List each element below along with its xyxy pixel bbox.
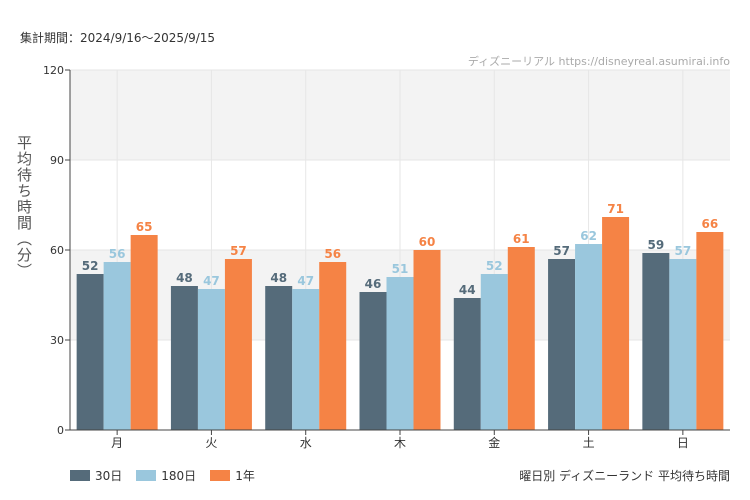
x-tick-label: 日: [677, 436, 689, 450]
bar: [548, 259, 576, 430]
bar: [359, 292, 387, 430]
watermark-label: ディズニーリアル https://disneyreal.asumirai.inf…: [467, 55, 730, 68]
x-tick-label: 木: [394, 436, 406, 450]
x-tick-label: 火: [205, 436, 217, 450]
bar: [386, 277, 414, 430]
x-tick-label: 金: [488, 435, 500, 450]
bar: [575, 244, 603, 430]
bar: [480, 274, 508, 430]
legend-label-30d: 30日: [95, 469, 123, 483]
bar-value-label: 47: [297, 274, 314, 288]
bar: [224, 259, 252, 430]
bar: [292, 289, 320, 430]
bar-value-label: 47: [203, 274, 220, 288]
legend: 30日 180日 1年: [70, 467, 255, 484]
bar-value-label: 62: [580, 229, 597, 243]
legend-item-1y[interactable]: 1年: [210, 467, 255, 484]
y-axis-label: 平均待ち時間（分）: [15, 135, 33, 279]
legend-label-1y: 1年: [235, 469, 255, 483]
x-tick-label: 月: [111, 436, 123, 450]
bar: [669, 259, 697, 430]
bar-value-label: 52: [82, 259, 99, 273]
bar-value-label: 61: [513, 232, 530, 246]
period-label: 集計期間：2024/9/16〜2025/9/15: [20, 31, 216, 45]
bar-value-label: 57: [553, 244, 570, 258]
bar: [642, 253, 670, 430]
bar: [265, 286, 293, 430]
bar-value-label: 59: [648, 238, 665, 252]
legend-swatch-30d: [70, 470, 90, 481]
bar: [453, 298, 481, 430]
bar-value-label: 71: [607, 202, 624, 216]
bar-value-label: 51: [392, 262, 409, 276]
bar: [696, 232, 724, 430]
y-tick-label: 30: [50, 334, 64, 347]
bar: [103, 262, 131, 430]
bar-value-label: 56: [324, 247, 341, 261]
bar-value-label: 44: [459, 283, 476, 297]
bar-value-label: 56: [109, 247, 126, 261]
legend-label-180d: 180日: [161, 469, 197, 483]
bar: [170, 286, 198, 430]
legend-item-180d[interactable]: 180日: [136, 467, 196, 484]
bar-value-label: 48: [270, 271, 287, 285]
bar: [413, 250, 441, 430]
bar: [319, 262, 347, 430]
chart-caption: 曜日別 ディズニーランド 平均待ち時間: [519, 469, 730, 483]
x-tick-label: 水: [300, 436, 312, 450]
legend-swatch-1y: [210, 470, 231, 481]
y-tick-label: 60: [50, 244, 64, 257]
y-tick-label: 90: [50, 154, 64, 167]
bar-value-label: 48: [176, 271, 193, 285]
bar: [197, 289, 225, 430]
legend-item-30d[interactable]: 30日: [70, 467, 122, 484]
bar: [507, 247, 535, 430]
bar: [602, 217, 630, 430]
bar-value-label: 52: [486, 259, 503, 273]
bar-value-label: 65: [136, 220, 153, 234]
bar-value-label: 57: [230, 244, 247, 258]
bar-value-label: 60: [419, 235, 436, 249]
y-tick-label: 120: [43, 64, 64, 77]
x-tick-label: 土: [583, 436, 595, 450]
bar: [130, 235, 158, 430]
bar-value-label: 46: [365, 277, 382, 291]
legend-swatch-180d: [136, 470, 157, 481]
y-tick-label: 0: [57, 424, 64, 437]
bar: [76, 274, 104, 430]
bar-value-label: 57: [675, 244, 692, 258]
bar-value-label: 66: [702, 217, 719, 231]
